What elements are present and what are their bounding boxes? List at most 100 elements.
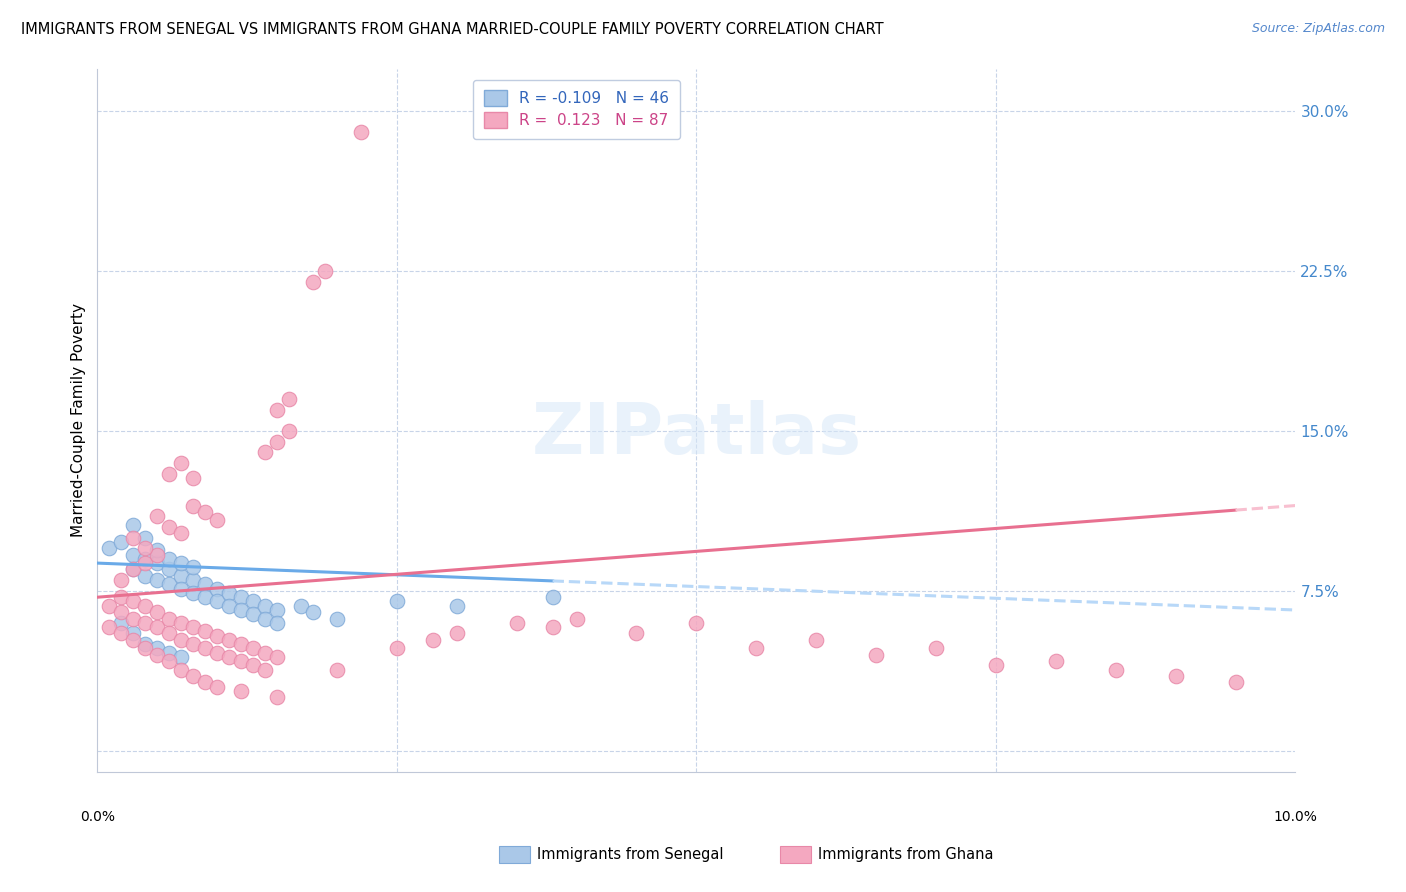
Point xyxy=(181,560,204,574)
Point xyxy=(122,611,145,625)
Point xyxy=(242,607,264,622)
Point xyxy=(505,615,527,630)
Point xyxy=(745,641,768,656)
Point xyxy=(278,424,301,438)
Point xyxy=(314,264,336,278)
Point xyxy=(254,445,277,459)
Point xyxy=(157,467,180,481)
Point xyxy=(122,632,145,647)
Point xyxy=(218,649,240,664)
Point xyxy=(146,648,169,662)
Point xyxy=(134,569,156,583)
Point xyxy=(385,641,408,656)
Point xyxy=(134,541,156,556)
Point xyxy=(266,690,288,705)
Point xyxy=(326,611,349,625)
Point xyxy=(242,641,264,656)
Point xyxy=(134,615,156,630)
Point xyxy=(98,599,121,613)
Point xyxy=(170,526,193,541)
Point xyxy=(205,629,228,643)
Point xyxy=(157,562,180,576)
Point xyxy=(565,611,588,625)
Point xyxy=(541,620,564,634)
Point xyxy=(181,620,204,634)
Text: 10.0%: 10.0% xyxy=(1274,811,1317,824)
Point xyxy=(194,624,217,639)
Point xyxy=(218,586,240,600)
Point xyxy=(146,641,169,656)
Point xyxy=(218,599,240,613)
Point xyxy=(146,620,169,634)
Point xyxy=(146,556,169,570)
Text: IMMIGRANTS FROM SENEGAL VS IMMIGRANTS FROM GHANA MARRIED-COUPLE FAMILY POVERTY C: IMMIGRANTS FROM SENEGAL VS IMMIGRANTS FR… xyxy=(21,22,884,37)
Point xyxy=(218,632,240,647)
Point xyxy=(205,513,228,527)
Point xyxy=(925,641,948,656)
Point xyxy=(254,599,277,613)
Point xyxy=(181,669,204,683)
Point xyxy=(242,594,264,608)
Point xyxy=(266,615,288,630)
Point xyxy=(110,605,132,619)
Text: Immigrants from Ghana: Immigrants from Ghana xyxy=(818,847,994,862)
Point xyxy=(302,275,325,289)
Point xyxy=(194,675,217,690)
Point xyxy=(134,531,156,545)
Point xyxy=(290,599,312,613)
Point xyxy=(157,646,180,660)
Point xyxy=(122,531,145,545)
Point xyxy=(170,615,193,630)
Point xyxy=(194,591,217,605)
Point xyxy=(205,594,228,608)
Point xyxy=(385,594,408,608)
Point xyxy=(302,605,325,619)
Point xyxy=(1164,669,1187,683)
Legend: R = -0.109   N = 46, R =  0.123   N = 87: R = -0.109 N = 46, R = 0.123 N = 87 xyxy=(474,79,681,139)
Text: 0.0%: 0.0% xyxy=(80,811,115,824)
Point xyxy=(685,615,707,630)
Text: Source: ZipAtlas.com: Source: ZipAtlas.com xyxy=(1251,22,1385,36)
Point xyxy=(229,684,252,698)
Point xyxy=(170,582,193,596)
Point xyxy=(146,573,169,587)
Point xyxy=(266,603,288,617)
Point xyxy=(146,605,169,619)
Point xyxy=(242,658,264,673)
Point xyxy=(157,551,180,566)
Point xyxy=(110,534,132,549)
Point xyxy=(157,520,180,534)
Point xyxy=(326,663,349,677)
Point xyxy=(254,611,277,625)
Point xyxy=(146,509,169,524)
Point xyxy=(181,471,204,485)
Point xyxy=(134,551,156,566)
Point xyxy=(122,562,145,576)
Point xyxy=(170,632,193,647)
Point xyxy=(446,626,468,640)
Point xyxy=(254,646,277,660)
Point xyxy=(146,548,169,562)
Point xyxy=(229,603,252,617)
Point xyxy=(122,548,145,562)
Point xyxy=(122,562,145,576)
Point xyxy=(1105,663,1128,677)
Point xyxy=(266,649,288,664)
Point xyxy=(157,654,180,668)
Point xyxy=(266,402,288,417)
Point xyxy=(134,637,156,651)
Point xyxy=(1045,654,1067,668)
Point xyxy=(157,626,180,640)
Point xyxy=(157,611,180,625)
Point xyxy=(157,577,180,591)
Point xyxy=(278,392,301,406)
Point xyxy=(98,541,121,556)
Point xyxy=(422,632,444,647)
Point xyxy=(229,591,252,605)
Point xyxy=(350,126,373,140)
Point xyxy=(266,434,288,449)
Point xyxy=(229,654,252,668)
Point xyxy=(98,620,121,634)
Point xyxy=(181,573,204,587)
Point xyxy=(181,499,204,513)
